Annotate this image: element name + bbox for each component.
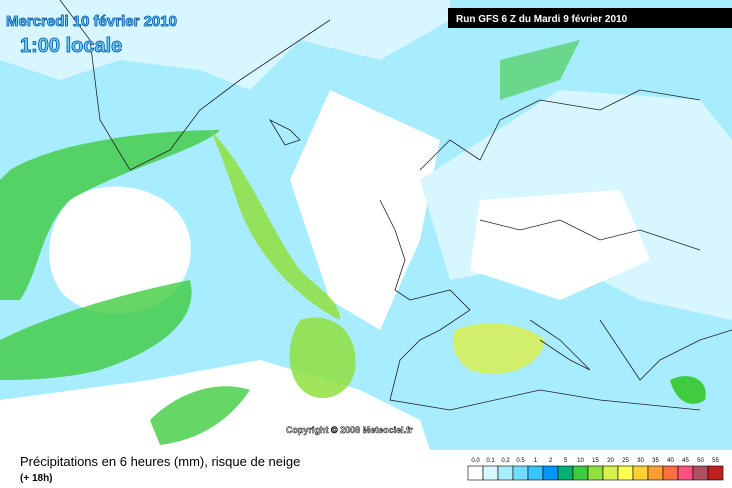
- legend-label: 0.0: [471, 458, 480, 464]
- legend-swatch: [632, 465, 649, 481]
- legend-label: 55: [712, 458, 719, 464]
- legend-label: 10: [577, 458, 584, 464]
- legend-label: 30: [637, 458, 644, 464]
- legend-swatch: [602, 465, 619, 481]
- legend-swatch: [707, 465, 724, 481]
- legend-swatch: [617, 465, 634, 481]
- footer-lead: (+ 18h): [20, 473, 53, 484]
- legend-swatch: [647, 465, 664, 481]
- copyright: Copyright © 2008 Meteociel.fr: [286, 425, 413, 435]
- legend-label: 5: [564, 458, 568, 464]
- legend-swatch: [467, 465, 484, 481]
- legend-label: 1: [534, 458, 538, 464]
- legend-label: 2: [549, 458, 553, 464]
- legend-label: 0.2: [501, 458, 510, 464]
- legend-label: 50: [697, 458, 704, 464]
- footer-title: Précipitations en 6 heures (mm), risque …: [20, 454, 300, 469]
- date-label: Mercredi 10 février 2010: [6, 13, 177, 30]
- legend-swatch: [557, 465, 574, 481]
- legend-label: 25: [622, 458, 629, 464]
- run-label: Run GFS 6 Z du Mardi 9 février 2010: [456, 14, 628, 25]
- legend-swatch: [497, 465, 514, 481]
- legend-label: 45: [682, 458, 689, 464]
- legend-swatch: [662, 465, 679, 481]
- legend-label: 0.1: [486, 458, 495, 464]
- legend-label: 40: [667, 458, 674, 464]
- legend-swatch: [527, 465, 544, 481]
- run-banner: [448, 8, 732, 28]
- legend-swatch: [482, 465, 499, 481]
- time-label: 1:00 locale: [20, 35, 122, 57]
- legend-label: 20: [607, 458, 614, 464]
- legend-swatch: [512, 465, 529, 481]
- legend-swatch: [587, 465, 604, 481]
- legend-swatch: [542, 465, 559, 481]
- legend-label: 35: [652, 458, 659, 464]
- coastlines: [59, 0, 732, 411]
- precipitation-fields: [0, 0, 732, 450]
- legend-swatch: [572, 465, 589, 481]
- legend-label: 0.5: [516, 458, 525, 464]
- legend-swatch: [692, 465, 709, 481]
- legend-swatch: [677, 465, 694, 481]
- legend: 0.0 0.1 0.2 0.5 1 2 5 10 15 20 25 30 35 40 45 50 55: [467, 458, 724, 481]
- legend-label: 15: [592, 458, 599, 464]
